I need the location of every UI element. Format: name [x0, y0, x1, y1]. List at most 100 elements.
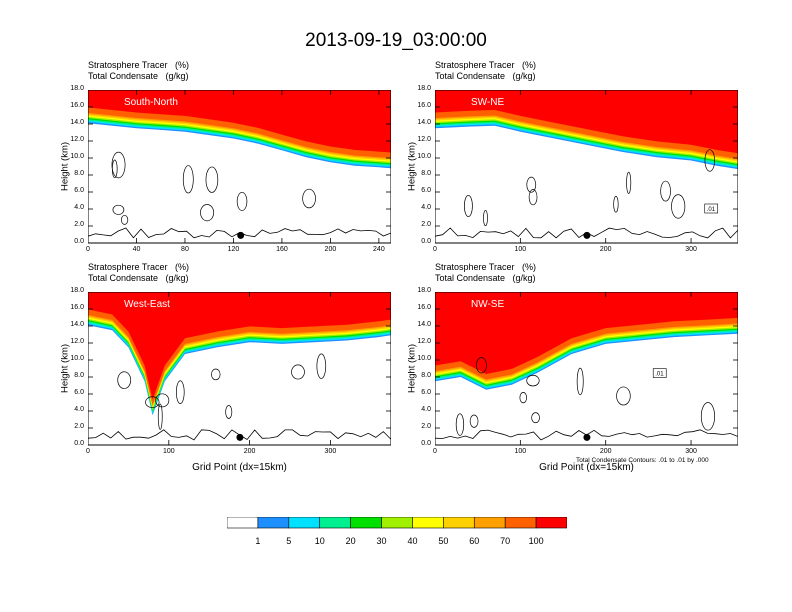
panel-title-line: Total Condensate (g/kg)	[88, 71, 189, 81]
y-tick-label: 16.0	[417, 102, 431, 109]
panel-title-line: Stratosphere Tracer (%)	[435, 262, 537, 272]
x-tick-label: 200	[243, 448, 256, 455]
plot-area: West-East	[88, 292, 391, 446]
y-tick-label: 18.0	[70, 287, 84, 294]
y-tick-label: 10.0	[417, 355, 431, 362]
y-tick-label: 16.0	[70, 304, 84, 311]
y-tick-label: 14.0	[417, 119, 431, 126]
condensate-contour	[155, 393, 170, 408]
y-tick-label: 12.0	[70, 338, 84, 345]
colorbar-label: 60	[469, 536, 480, 546]
tracer-band-100	[88, 292, 391, 400]
y-tick-label: 4.0	[74, 406, 84, 413]
x-tick-label: 200	[599, 448, 612, 455]
plot-area: NW-SE .01	[435, 292, 738, 446]
y-tick-label: 4.0	[421, 406, 431, 413]
plot-area: SW-NE .01	[435, 90, 738, 244]
y-tick-label: 12.0	[417, 338, 431, 345]
colorbar-label: 40	[407, 536, 418, 546]
y-tick-label: 8.0	[74, 372, 84, 379]
y-tick-label: 12.0	[70, 136, 84, 143]
x-tick-label: 120	[227, 246, 240, 253]
condensate-contour	[157, 403, 163, 430]
x-tick-label: 80	[181, 246, 189, 253]
y-tick-label: 8.0	[421, 170, 431, 177]
colorbar-box	[535, 517, 567, 529]
y-tick-label: 4.0	[421, 204, 431, 211]
y-tick-label: 18.0	[70, 85, 84, 92]
y-tick-label: 6.0	[421, 187, 431, 194]
x-axis-label: Grid Point (dx=15km)	[539, 462, 634, 473]
condensate-contour	[526, 374, 540, 387]
condensate-contour	[463, 195, 473, 217]
y-tick-label: 0.0	[74, 238, 84, 245]
y-tick-label: 4.0	[74, 204, 84, 211]
colorbar-label: 5	[286, 536, 292, 546]
panel-title-line: Total Condensate (g/kg)	[88, 273, 189, 283]
colorbar-box	[257, 517, 290, 529]
contour-label: .01	[655, 372, 664, 378]
condensate-contour	[613, 195, 619, 213]
condensate-contour	[519, 392, 527, 404]
x-tick-label: 100	[514, 246, 527, 253]
y-tick-label: 14.0	[417, 321, 431, 328]
colorbar-box	[227, 517, 259, 529]
colorbar-box	[473, 517, 506, 529]
plot-frame	[88, 90, 391, 244]
condensate-contour	[526, 176, 537, 193]
x-tick-label: 160	[276, 246, 288, 253]
y-tick-label: 6.0	[421, 389, 431, 396]
colorbar-label: 100	[528, 536, 544, 546]
condensate-contour	[175, 380, 185, 404]
colorbar-box	[319, 517, 351, 529]
x-tick-label: 300	[685, 246, 697, 253]
condensate-contour	[626, 171, 632, 194]
y-tick-label: 16.0	[70, 102, 84, 109]
figure-title: 2013-09-19_03:00:00	[305, 30, 487, 51]
panel-title-line: Total Condensate (g/kg)	[435, 273, 536, 283]
condensate-contour	[483, 209, 488, 227]
location-marker	[237, 231, 245, 239]
y-tick-label: 8.0	[74, 170, 84, 177]
x-tick-label: 300	[685, 448, 697, 455]
y-tick-label: 2.0	[421, 423, 431, 430]
colorbar-label: 20	[345, 536, 356, 546]
panel-label: SW-NE	[471, 97, 504, 108]
y-tick-label: 14.0	[70, 321, 84, 328]
x-tick-label: 100	[162, 448, 175, 455]
panel-title-line: Stratosphere Tracer (%)	[88, 262, 190, 272]
x-tick-label: 240	[373, 246, 385, 253]
condensate-contour	[531, 412, 540, 424]
y-tick-label: 14.0	[70, 119, 84, 126]
colorbar-box	[288, 517, 321, 529]
condensate-contour	[111, 151, 126, 179]
condensate-contour	[469, 414, 479, 428]
colorbar-box	[412, 517, 444, 529]
y-tick-label: 8.0	[421, 372, 431, 379]
condensate-contour	[302, 188, 316, 209]
y-tick-label: 2.0	[421, 221, 431, 228]
x-tick-label: 0	[86, 448, 90, 455]
condensate-contour	[225, 405, 233, 419]
colorbar	[227, 517, 567, 529]
condensate-contour	[316, 353, 327, 379]
contour-note: Total Condensate Contours: .01 to .01 by…	[576, 457, 709, 464]
condensate-contour	[120, 214, 129, 225]
y-tick-label: 18.0	[417, 287, 431, 294]
y-tick-label: 0.0	[421, 440, 431, 447]
colorbar-box	[350, 517, 382, 529]
y-tick-label: 10.0	[70, 153, 84, 160]
y-tick-label: 2.0	[74, 423, 84, 430]
x-tick-label: 200	[599, 246, 612, 253]
panel-title: Stratosphere Tracer (%) Total Condensate …	[435, 60, 536, 82]
condensate-contour	[112, 204, 125, 215]
condensate-contour	[236, 191, 248, 211]
condensate-contour	[182, 165, 194, 194]
colorbar-box	[381, 517, 413, 529]
panel-title-line: Total Condensate (g/kg)	[435, 71, 536, 81]
location-marker	[583, 231, 591, 239]
y-tick-label: 0.0	[74, 440, 84, 447]
y-tick-label: 16.0	[417, 304, 431, 311]
panel-title-line: Stratosphere Tracer (%)	[435, 60, 537, 70]
x-tick-label: 0	[433, 246, 437, 253]
